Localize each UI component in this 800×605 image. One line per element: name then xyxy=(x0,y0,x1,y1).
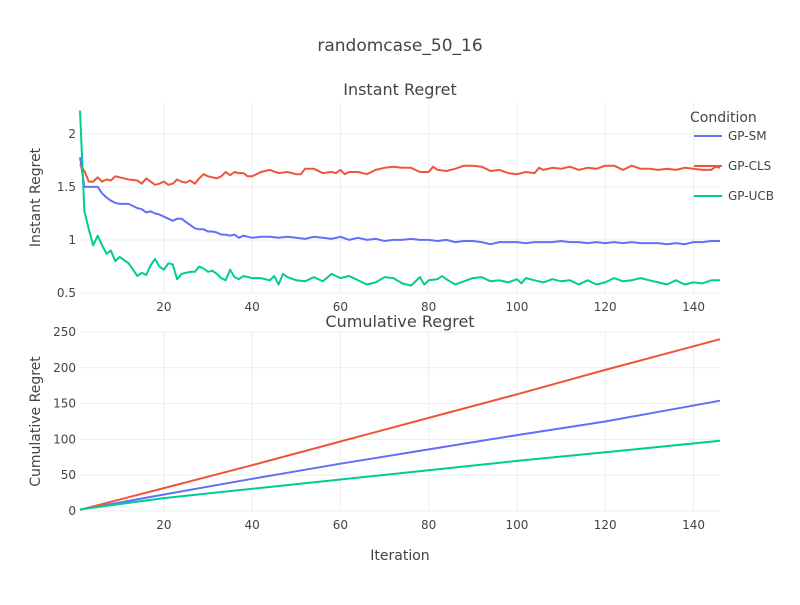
x-tick-label: 60 xyxy=(333,518,348,532)
y-axis-label: Cumulative Regret xyxy=(28,356,44,487)
x-tick-label: 80 xyxy=(421,518,436,532)
y-tick-label: 200 xyxy=(53,361,76,375)
x-tick-label: 40 xyxy=(244,300,259,314)
legend-label: GP-CLS xyxy=(728,159,771,173)
x-tick-label: 100 xyxy=(506,300,529,314)
y-tick-label: 100 xyxy=(53,432,76,446)
legend-title: Condition xyxy=(690,110,757,126)
x-tick-label: 120 xyxy=(594,518,617,532)
x-tick-label: 120 xyxy=(594,300,617,314)
y-axis-label: Instant Regret xyxy=(28,147,44,247)
series-line-gp-cls xyxy=(79,164,721,186)
y-tick-label: 250 xyxy=(53,325,76,339)
x-tick-label: 140 xyxy=(682,300,705,314)
series-line-gp-ucb xyxy=(79,439,721,511)
y-tick-label: 1 xyxy=(68,233,76,247)
series-line-gp-sm xyxy=(79,399,721,511)
cumulative-regret-panel: 20 40 60 80 100 120 140 0 50 100 150 200 250 Cumulati… xyxy=(28,312,721,532)
x-tick-label: 60 xyxy=(333,300,348,314)
y-tick-label: 0 xyxy=(68,504,76,518)
series-line-gp-cls xyxy=(79,338,721,511)
figure-title: randomcase_50_16 xyxy=(317,36,482,56)
grid-lines xyxy=(80,102,720,294)
legend-label: GP-SM xyxy=(728,129,767,143)
y-tick-label: 2 xyxy=(68,127,76,141)
x-axis-label: Iteration xyxy=(370,548,429,564)
y-tick-label: 1.5 xyxy=(57,180,76,194)
cumulative-regret-title: Cumulative Regret xyxy=(325,312,474,331)
x-tick-label: 80 xyxy=(421,300,436,314)
instant-regret-panel: 20 40 60 80 100 120 140 0.5 1 1.5 2 Instant Regret I… xyxy=(28,80,721,314)
x-tick-label: 140 xyxy=(682,518,705,532)
x-tick-label: 100 xyxy=(506,518,529,532)
legend-item-gp-sm[interactable]: GP-SM xyxy=(694,129,767,143)
instant-regret-title: Instant Regret xyxy=(343,80,457,99)
series-line-gp-sm xyxy=(79,157,720,246)
grid-lines xyxy=(80,331,720,512)
legend[interactable]: Condition GP-SM GP-CLS GP-UCB xyxy=(690,110,774,203)
y-tick-label: 0.5 xyxy=(57,286,76,300)
legend-label: GP-UCB xyxy=(728,189,774,203)
legend-item-gp-ucb[interactable]: GP-UCB xyxy=(694,189,774,203)
series-line-gp-ucb xyxy=(79,110,720,287)
x-tick-label: 20 xyxy=(156,300,171,314)
legend-item-gp-cls[interactable]: GP-CLS xyxy=(694,159,771,173)
x-tick-label: 40 xyxy=(244,518,259,532)
y-tick-label: 150 xyxy=(53,397,76,411)
x-tick-label: 20 xyxy=(156,518,171,532)
y-tick-label: 50 xyxy=(61,468,76,482)
